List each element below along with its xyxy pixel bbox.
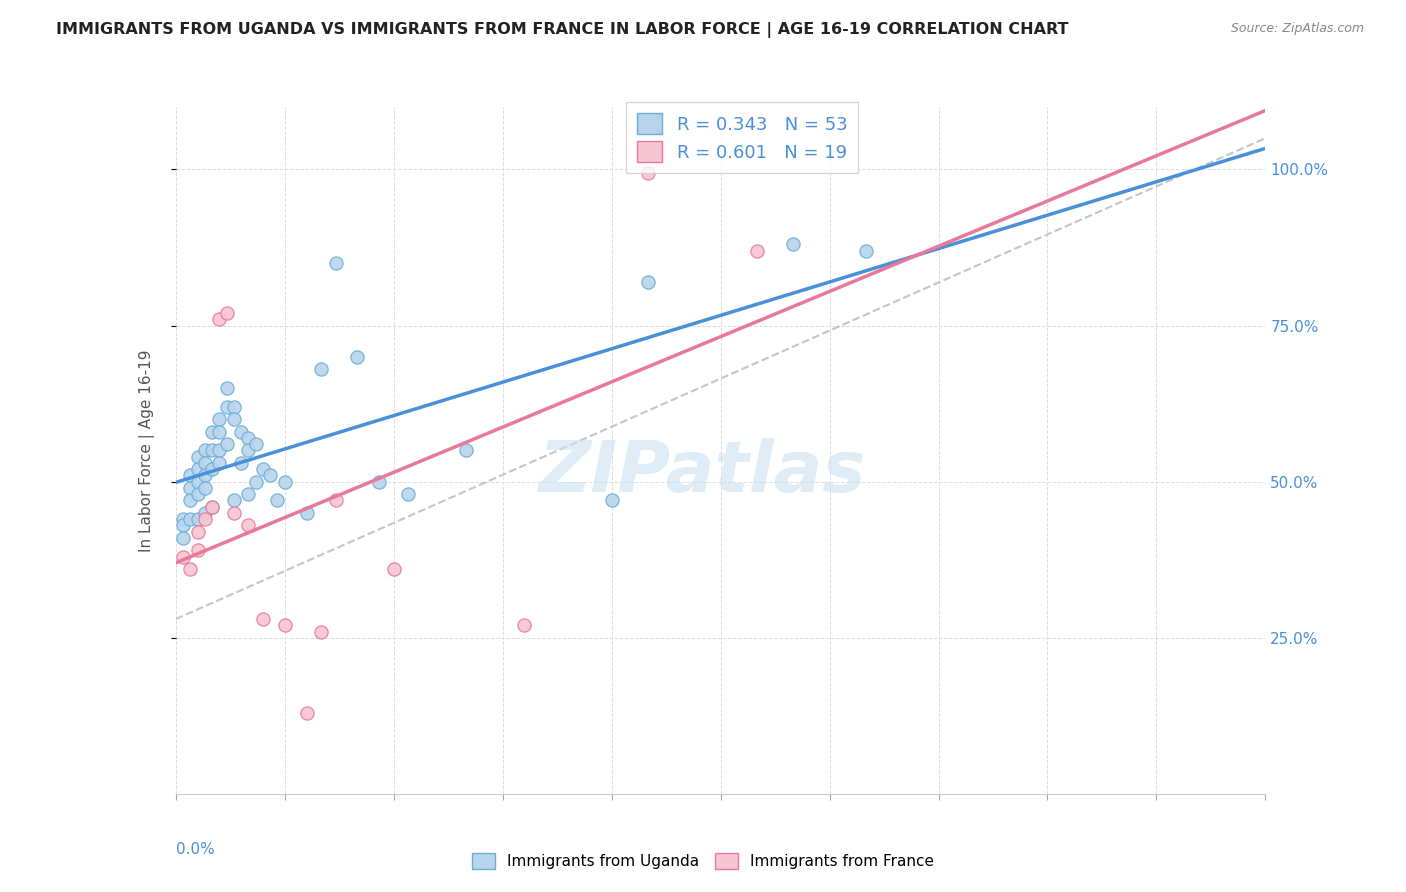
Point — [309, 362, 332, 376]
Point — [231, 425, 253, 439]
Point — [309, 624, 332, 639]
Point — [215, 400, 238, 414]
Text: Source: ZipAtlas.com: Source: ZipAtlas.com — [1230, 22, 1364, 36]
Point — [456, 443, 478, 458]
Point — [238, 518, 260, 533]
Point — [266, 493, 288, 508]
Point — [201, 462, 224, 476]
Point — [179, 562, 201, 576]
Point — [325, 493, 347, 508]
Legend: Immigrants from Uganda, Immigrants from France: Immigrants from Uganda, Immigrants from … — [465, 847, 941, 875]
Point — [194, 443, 217, 458]
Point — [245, 475, 267, 489]
Point — [222, 400, 245, 414]
Point — [259, 468, 281, 483]
Point — [201, 500, 224, 514]
Point — [186, 543, 209, 558]
Point — [252, 612, 274, 626]
Point — [855, 244, 877, 258]
Point — [172, 518, 194, 533]
Point — [208, 456, 231, 470]
Point — [782, 237, 804, 252]
Point — [194, 468, 217, 483]
Point — [222, 493, 245, 508]
Point — [172, 549, 194, 564]
Point — [201, 425, 224, 439]
Point — [274, 618, 297, 632]
Point — [194, 506, 217, 520]
Point — [274, 475, 297, 489]
Point — [201, 500, 224, 514]
Point — [600, 493, 623, 508]
Point — [172, 512, 194, 526]
Point — [215, 437, 238, 451]
Point — [194, 512, 217, 526]
Point — [222, 506, 245, 520]
Point — [396, 487, 419, 501]
Point — [208, 425, 231, 439]
Point — [513, 618, 536, 632]
Legend: R = 0.343   N = 53, R = 0.601   N = 19: R = 0.343 N = 53, R = 0.601 N = 19 — [626, 103, 859, 173]
Point — [179, 493, 201, 508]
Point — [238, 431, 260, 445]
Point — [382, 562, 405, 576]
Point — [245, 437, 267, 451]
Point — [346, 350, 368, 364]
Point — [179, 512, 201, 526]
Point — [238, 487, 260, 501]
Point — [637, 166, 659, 180]
Point — [368, 475, 391, 489]
Point — [186, 450, 209, 464]
Point — [208, 443, 231, 458]
Point — [295, 506, 318, 520]
Point — [252, 462, 274, 476]
Point — [295, 706, 318, 720]
Point — [745, 244, 768, 258]
Text: 0.0%: 0.0% — [176, 842, 215, 857]
Point — [222, 412, 245, 426]
Point — [194, 481, 217, 495]
Point — [194, 456, 217, 470]
Text: IMMIGRANTS FROM UGANDA VS IMMIGRANTS FROM FRANCE IN LABOR FORCE | AGE 16-19 CORR: IMMIGRANTS FROM UGANDA VS IMMIGRANTS FRO… — [56, 22, 1069, 38]
Point — [172, 531, 194, 545]
Point — [231, 456, 253, 470]
Point — [186, 512, 209, 526]
Point — [186, 524, 209, 539]
Point — [201, 443, 224, 458]
Point — [208, 412, 231, 426]
Point — [179, 481, 201, 495]
Point — [215, 306, 238, 320]
Point — [637, 275, 659, 289]
Point — [179, 468, 201, 483]
Point — [238, 443, 260, 458]
Point — [186, 475, 209, 489]
Point — [208, 312, 231, 326]
Point — [186, 487, 209, 501]
Point — [215, 381, 238, 395]
Point — [325, 256, 347, 270]
Point — [186, 462, 209, 476]
Y-axis label: In Labor Force | Age 16-19: In Labor Force | Age 16-19 — [139, 349, 155, 552]
Text: ZIPatlas: ZIPatlas — [540, 438, 866, 508]
